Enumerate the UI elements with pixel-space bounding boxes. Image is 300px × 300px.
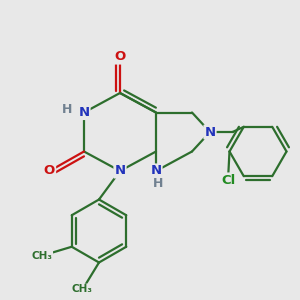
Text: N: N — [150, 164, 162, 178]
Text: CH₃: CH₃ — [72, 284, 93, 295]
Text: O: O — [44, 164, 55, 178]
Text: Cl: Cl — [221, 173, 235, 187]
Text: H: H — [62, 103, 73, 116]
Text: N: N — [114, 164, 126, 178]
Text: N: N — [204, 125, 216, 139]
Text: CH₃: CH₃ — [31, 251, 52, 261]
Text: H: H — [153, 177, 164, 190]
Text: O: O — [114, 50, 126, 64]
Text: N: N — [78, 106, 90, 119]
